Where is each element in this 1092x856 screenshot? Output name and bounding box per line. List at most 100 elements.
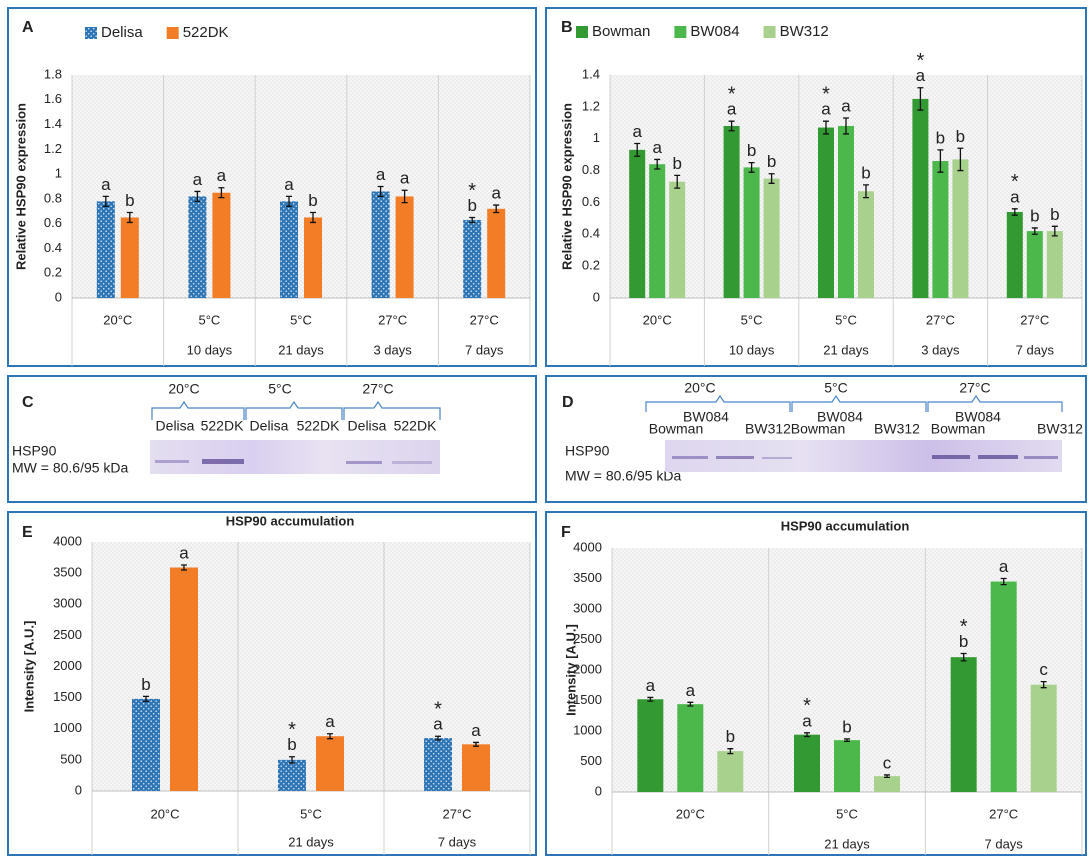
y-axis-label: Relative HSP90 expression [559,103,574,270]
plot-area [72,75,530,298]
bar [304,217,322,298]
y-tick-label: 0.2 [582,258,600,273]
error-bar [218,187,225,199]
y-tick-label: 0 [75,782,82,797]
error-bar [804,732,810,738]
error-bar [310,211,316,224]
protein-label: HSP90 [12,443,57,459]
temperature-label: 20°C [684,380,715,396]
y-tick-label: 0 [55,289,62,304]
y-axis-label: Relative HSP90 expression [13,103,28,270]
x-tick-label: 5°C [300,806,322,821]
x-tick-label: 20°C [643,312,672,327]
blot-band [978,455,1018,459]
significance-letter: b [767,152,776,171]
significance-letter: a [646,676,656,695]
significance-letter: b [308,191,317,210]
panel-label: F [561,524,571,541]
bar [424,738,452,791]
bar [950,657,977,792]
lane-label: Bowman [931,421,985,437]
bar [395,196,414,298]
significance-star: * [1011,171,1019,193]
lane-label: BW084 [683,409,729,425]
temperature-label: 5°C [268,381,292,397]
x-tick-label: 5°C [836,806,858,821]
legend-label: Delisa [101,24,143,41]
legend-swatch [674,26,687,38]
significance-star: * [803,695,811,717]
lane-label: Bowman [791,421,845,437]
x-tick-label: 5°C [198,312,220,327]
significance-letter: a [284,175,294,194]
bar [669,181,686,298]
x-tick-label: 27°C [989,806,1018,821]
y-tick-label: 500 [580,753,602,768]
temperature-label: 5°C [824,380,848,396]
y-tick-label: 0.8 [582,162,600,177]
bar [874,776,900,792]
lane-label: BW084 [955,409,1001,425]
y-tick-label: 1000 [53,720,82,735]
x-tick-label: 20°C [150,806,179,821]
x-sublabel: 7 days [438,834,477,849]
temperature-label: 27°C [959,380,990,396]
error-bar [960,652,967,662]
x-sublabel: 7 days [985,836,1024,851]
error-bar [143,695,149,703]
protein-label: HSP90 [565,443,610,459]
y-tick-label: 4000 [573,539,602,554]
bracket [245,400,343,420]
bar [858,191,874,298]
bar [629,149,646,298]
error-bar [937,149,944,173]
significance-letter: a [1010,187,1020,206]
x-sublabel: 10 days [187,342,233,357]
bar [1006,211,1023,298]
y-tick-label: 3000 [53,596,82,611]
bar [1026,231,1043,298]
x-sublabel: 21 days [824,836,870,851]
error-bar [126,211,133,224]
bar [818,127,834,298]
blot-band [672,456,708,459]
y-tick-label: 4000 [53,533,82,548]
mw-label: MW = 80.6/95 kDa [565,468,682,484]
error-bar [493,204,500,214]
x-tick-label: 5°C [290,312,312,327]
panel-label: B [561,19,573,36]
legend-swatch [166,27,179,39]
bar [316,736,344,791]
bar [932,161,949,298]
blot-panel: C 20°C 5°C 27°C Delisa 522DK Delisa 522D… [12,381,441,476]
temperature-label: 27°C [362,381,393,397]
x-sublabel: 3 days [373,342,412,357]
error-bar [844,738,850,743]
error-bar [1011,208,1018,216]
bar [487,208,506,298]
bar [188,196,207,298]
error-bar [843,117,849,135]
lane-label: 522DK [201,418,244,434]
bar [1030,684,1057,792]
legend-label: Bowman [592,23,650,40]
significance-letter: a [727,100,737,119]
x-tick-label: 5°C [741,312,763,327]
panel-label: C [22,394,34,411]
y-tick-label: 1500 [573,692,602,707]
legend-label: BW084 [690,23,739,40]
significance-star: * [434,699,442,721]
x-sublabel: 3 days [921,342,960,357]
significance-star: * [822,83,830,105]
bar [838,125,854,298]
bar [717,751,744,792]
error-bar [286,195,292,207]
y-tick-label: 2000 [573,661,602,676]
significance-letter: a [217,166,227,185]
y-tick-label: 0.8 [44,190,62,205]
panel-frame [7,375,537,503]
bar [637,699,664,792]
bracket [791,394,927,412]
